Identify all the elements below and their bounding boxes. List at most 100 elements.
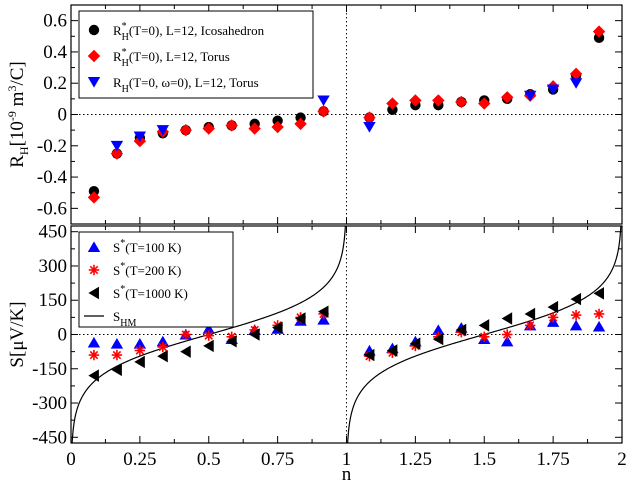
top-ylabel: RH[10-9 m3/C] <box>5 61 31 168</box>
top-data-point <box>478 97 491 110</box>
bottom-xtick-label: 1.5 <box>472 449 496 470</box>
bottom-series-2 <box>88 287 605 382</box>
bottom-data-point <box>180 329 192 340</box>
bottom-data-point <box>479 331 490 342</box>
bottom-data-point <box>157 350 168 363</box>
bottom-data-point <box>203 330 214 341</box>
top-ytick-label: -0.6 <box>37 198 67 219</box>
asterisk-stroke <box>204 331 213 340</box>
bottom-data-point <box>272 321 283 334</box>
top-data-point <box>569 67 583 81</box>
bottom-data-point <box>111 349 123 361</box>
bottom-data-point <box>249 328 260 341</box>
top-data-point <box>272 115 283 126</box>
bottom-data-point <box>294 312 306 325</box>
top-ytick-label: -0.4 <box>37 167 68 188</box>
bottom-data-point <box>593 287 605 300</box>
top-data-point <box>179 123 193 137</box>
top-legend-label: RH(T=0, ω=0), L=12, Torus <box>113 75 259 95</box>
bottom-xtick-label: 0.75 <box>261 449 294 470</box>
top-data-point <box>432 94 445 107</box>
bottom-ytick-label: -300 <box>32 393 67 414</box>
bottom-data-point <box>111 363 122 377</box>
bottom-data-point <box>501 329 513 340</box>
bottom-legend-label: S*(T=1000 K) <box>113 284 188 301</box>
top-data-point <box>294 117 307 131</box>
bottom-xtick-label: 1.75 <box>537 449 570 470</box>
top-legend-label: R* H(T=0), L=12, Icosahedron <box>113 21 265 43</box>
bottom-data-point <box>409 337 421 350</box>
top-data-point <box>363 122 376 133</box>
bottom-data-point <box>134 345 146 356</box>
top-data-point <box>387 104 398 116</box>
top-ytick-label: 0.6 <box>43 11 67 32</box>
bottom-legend-label: SHM <box>113 309 136 329</box>
bottom-data-point <box>110 338 124 349</box>
bottom-data-point <box>134 355 145 369</box>
bottom-legend-label: S*(T=100 K) <box>113 238 181 255</box>
top-data-point <box>225 119 238 132</box>
bottom-data-point <box>202 323 215 334</box>
bottom-data-point <box>226 335 237 348</box>
bottom-data-point <box>570 309 582 321</box>
bottom-data-point <box>593 308 605 320</box>
bottom-legend: S*(T=100 K) S*(T=200 K) S*(T=1000 K) SHM <box>78 231 234 329</box>
bottom-xtick-label: 2 <box>617 449 627 470</box>
bottom-ytick-label: 0 <box>58 325 68 346</box>
asterisk-stroke <box>158 342 168 352</box>
top-data-point <box>88 185 100 197</box>
bottom-data-point <box>501 312 513 325</box>
bottom-ytick-label: 150 <box>39 290 68 311</box>
asterisk-stroke <box>181 330 191 339</box>
top-panel-hall-coefficient: -0.6 -0.4 -0.2 0 0.2 0.4 0.6 R* H(T=0), L=12, Ic… <box>5 4 623 225</box>
bottom-xtick-label: 1 <box>342 449 352 470</box>
bottom-data-point <box>363 348 375 362</box>
bottom-panel-thermopower: -450 -300 -150 0 150 300 450 0 0.25 0.5 0.75 1 1.25 1… <box>7 222 627 485</box>
top-data-point <box>455 95 468 109</box>
bottom-data-point <box>203 339 214 353</box>
top-data-point <box>87 191 101 204</box>
top-data-point <box>110 147 124 160</box>
bottom-legend-marker <box>87 241 101 252</box>
bottom-data-point <box>180 345 191 358</box>
bottom-legend-marker <box>88 286 99 300</box>
bottom-data-point <box>88 349 100 361</box>
bottom-data-point <box>455 323 467 337</box>
asterisk-stroke <box>571 310 581 320</box>
top-ytick-label: 0.2 <box>43 73 67 94</box>
top-data-point <box>363 111 376 124</box>
asterisk-stroke <box>594 309 604 319</box>
bottom-data-point <box>570 292 582 306</box>
asterisk-stroke <box>112 350 122 360</box>
bottom-data-point <box>317 314 330 325</box>
bottom-xtick-label: 1.25 <box>399 449 432 470</box>
asterisk-stroke <box>89 350 99 360</box>
bottom-data-point <box>87 336 101 348</box>
asterisk-stroke <box>135 346 145 355</box>
bottom-ytick-label: 450 <box>39 222 68 243</box>
top-data-point <box>317 95 330 107</box>
top-ytick-label: 0.4 <box>43 42 67 63</box>
bottom-data-point <box>547 312 559 323</box>
asterisk-stroke <box>227 332 236 342</box>
asterisk-stroke <box>250 325 259 335</box>
top-data-point <box>248 122 261 135</box>
top-legend-label: R* H(T=0), L=12, Torus <box>113 47 230 69</box>
top-data-point <box>569 78 583 89</box>
top-data-point <box>523 90 537 102</box>
bottom-ytick-label: -450 <box>32 427 67 448</box>
bottom-data-point <box>133 338 147 349</box>
bottom-legend-label: S*(T=200 K) <box>113 261 181 278</box>
bottom-data-point <box>592 320 606 332</box>
bottom-data-point <box>500 335 514 347</box>
asterisk-stroke <box>548 313 558 322</box>
top-data-point <box>110 140 124 152</box>
bottom-data-point <box>524 320 536 331</box>
top-data-point <box>546 84 560 96</box>
asterisk-stroke <box>89 265 99 275</box>
bottom-ytick-label: 300 <box>39 256 68 277</box>
top-legend-box <box>78 10 314 99</box>
bottom-legend-box <box>78 231 234 328</box>
bottom-ytick-label: -150 <box>32 359 67 380</box>
